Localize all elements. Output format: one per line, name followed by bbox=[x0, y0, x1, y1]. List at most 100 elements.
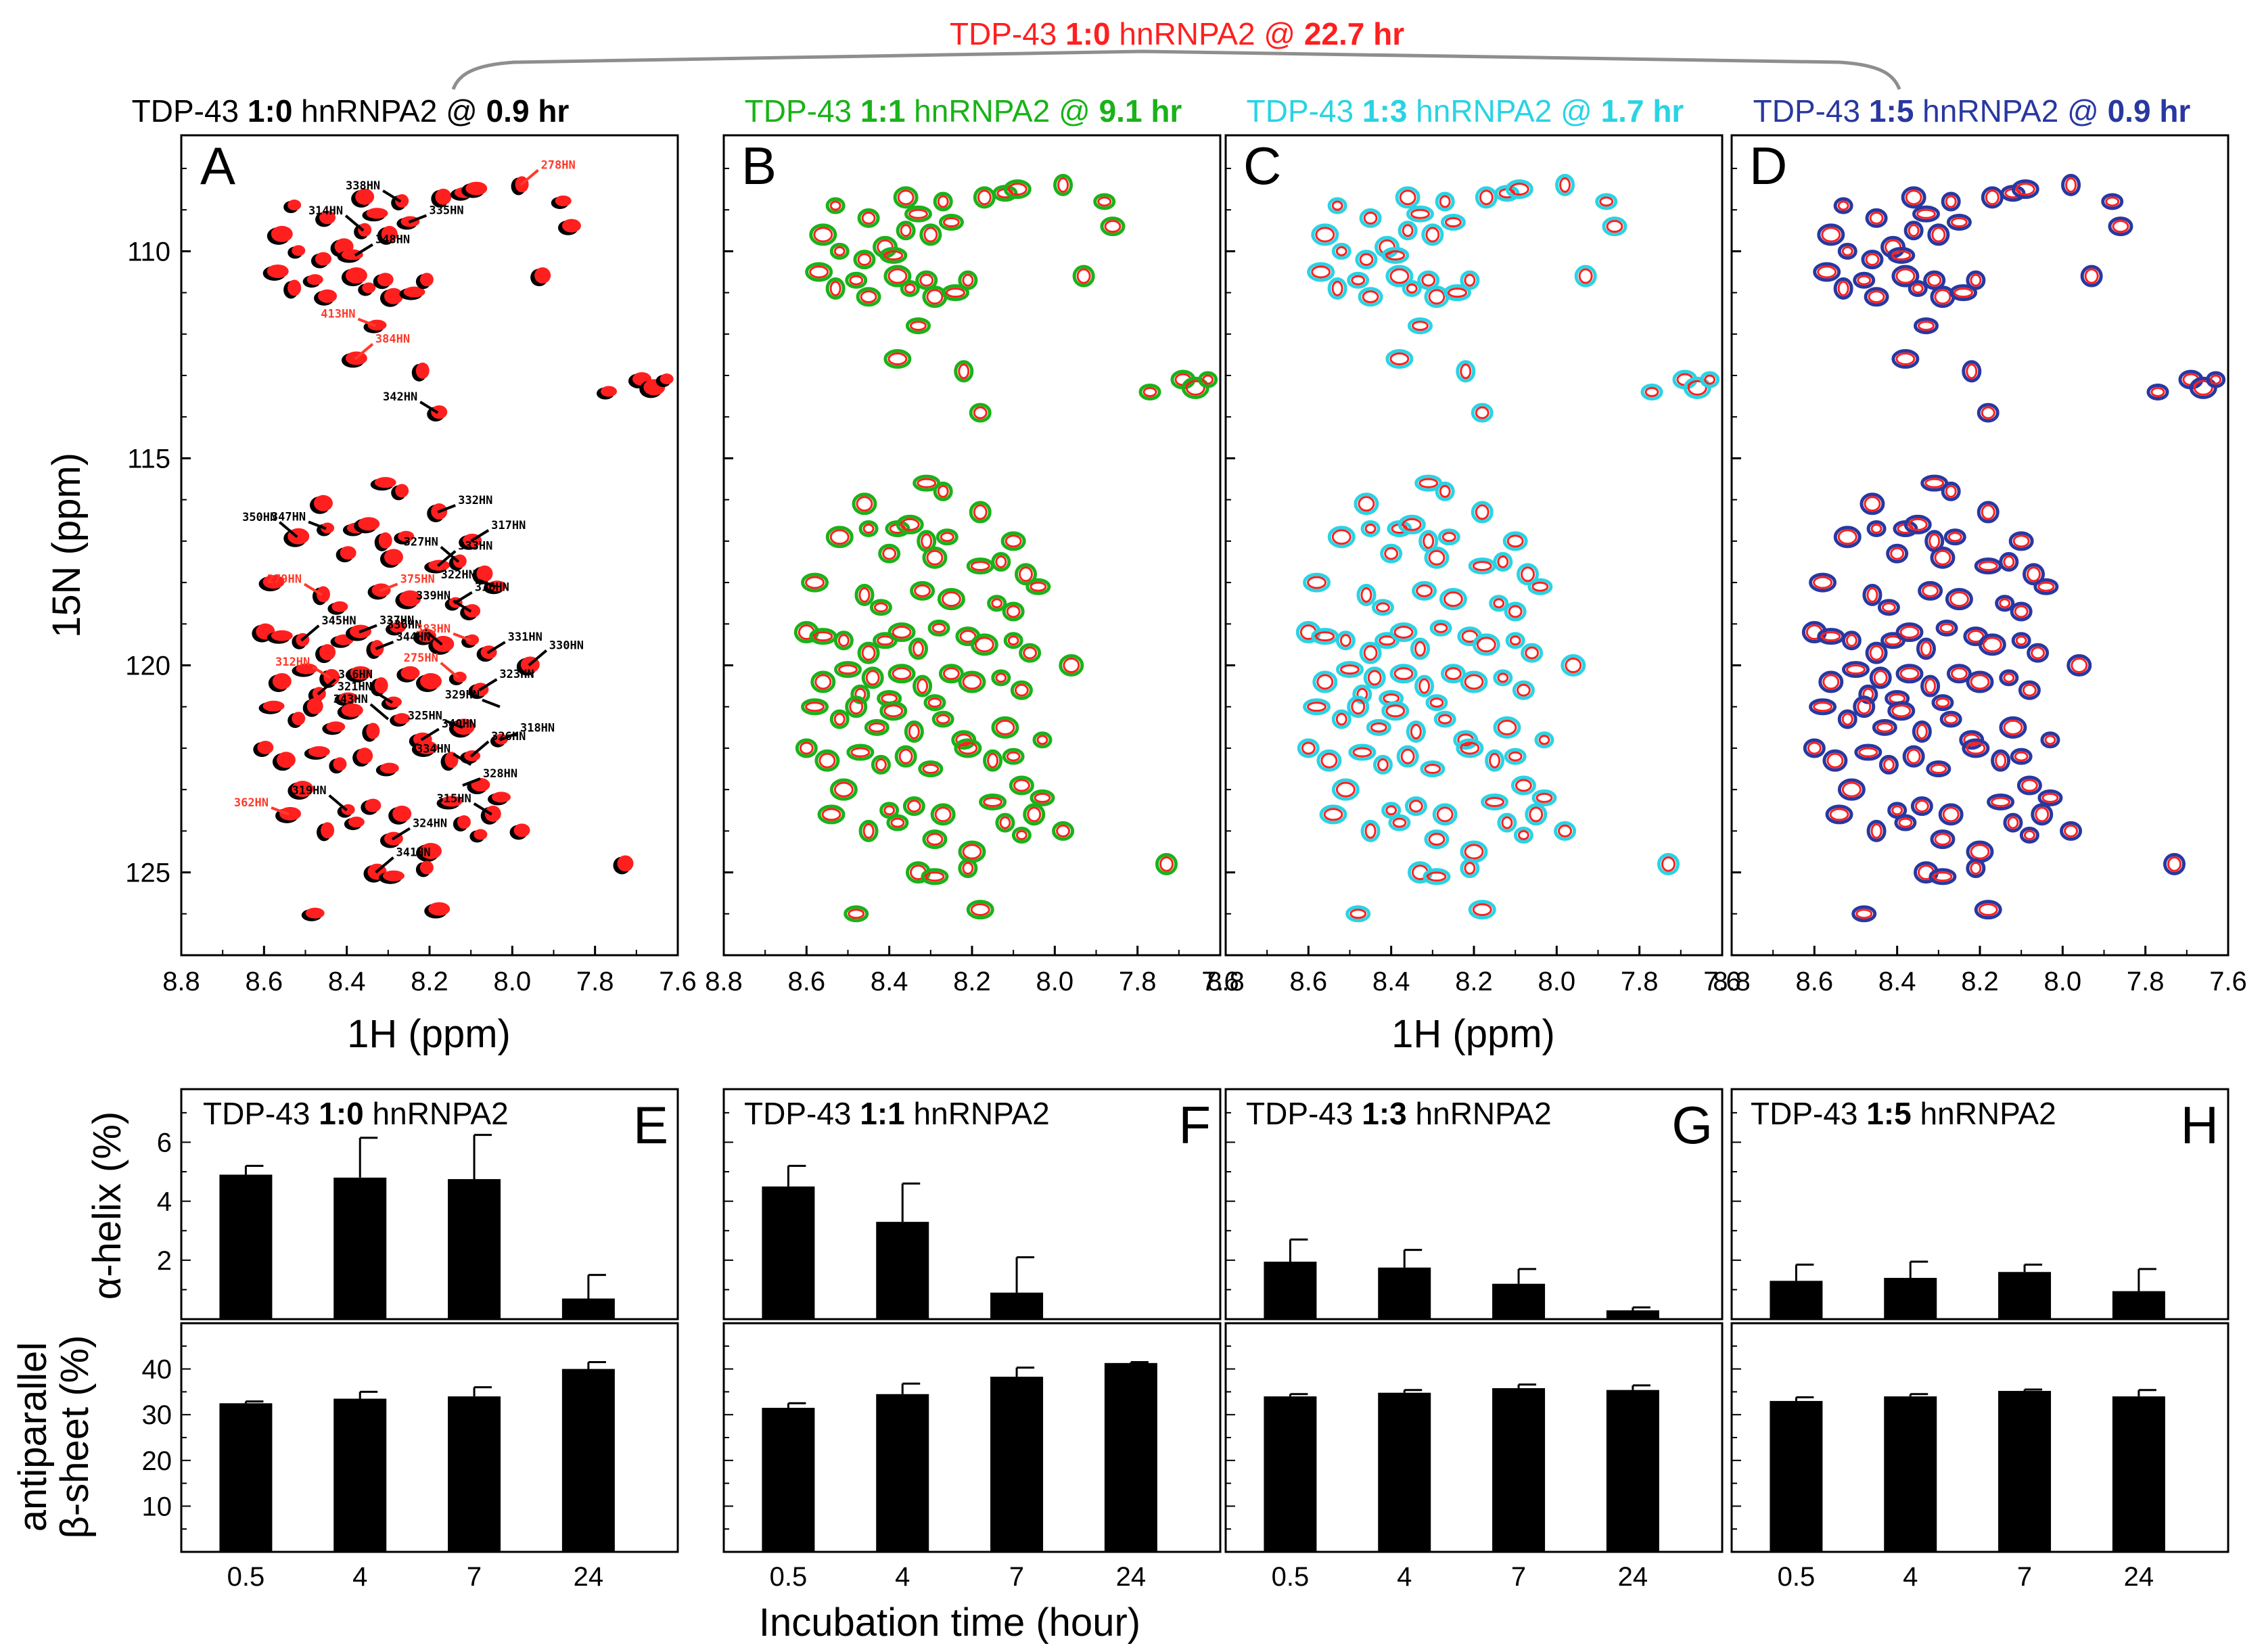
peak-contour bbox=[937, 588, 965, 611]
panel-e-title: TDP-43 1:0 hnRNPA2 bbox=[203, 1096, 509, 1131]
peak-contour bbox=[883, 265, 912, 288]
peak-contour bbox=[1424, 546, 1450, 569]
peak-contour bbox=[1437, 528, 1460, 546]
peak-contour bbox=[995, 812, 1015, 833]
reference-peak bbox=[1015, 829, 1027, 840]
reference-peak bbox=[1931, 227, 1946, 243]
category-label: 4 bbox=[1903, 1562, 1918, 1592]
peak-contour bbox=[1311, 223, 1339, 246]
x-tick-label: 8.4 bbox=[328, 967, 366, 996]
reference-peak bbox=[837, 634, 850, 647]
assignment-label: 317HN bbox=[491, 519, 526, 532]
reference-peak bbox=[1479, 189, 1494, 206]
helix-bar bbox=[561, 1298, 615, 1319]
peak-contour bbox=[933, 481, 953, 501]
sheet-tick-label: 40 bbox=[142, 1355, 172, 1385]
peak-contour bbox=[1003, 632, 1023, 649]
reference-peak bbox=[292, 781, 314, 798]
peak-contour bbox=[1895, 622, 1924, 643]
reference-peak bbox=[1905, 189, 1922, 206]
peak-contour bbox=[1388, 814, 1411, 831]
peak-contour bbox=[969, 501, 992, 524]
reference-peak bbox=[1970, 273, 1982, 287]
reference-peak bbox=[1855, 909, 1873, 919]
reference-peak bbox=[926, 549, 944, 566]
helix-bar bbox=[1492, 1283, 1546, 1319]
peak-contour bbox=[1510, 775, 1536, 796]
peak-contour bbox=[896, 514, 924, 534]
peak-contour bbox=[1404, 796, 1427, 817]
reference-peak bbox=[1408, 800, 1423, 813]
reference-peak bbox=[415, 362, 430, 379]
assignment-leader bbox=[437, 504, 456, 513]
reference-peak bbox=[306, 274, 323, 285]
reference-peak bbox=[1443, 591, 1463, 607]
reference-peak bbox=[922, 764, 940, 775]
category-label: 0.5 bbox=[1778, 1562, 1816, 1592]
peak-contour bbox=[938, 664, 964, 684]
peak-contour bbox=[1887, 247, 1916, 265]
peak-contour bbox=[930, 803, 956, 826]
assignment-leader bbox=[473, 802, 492, 816]
assignment-leader bbox=[373, 690, 393, 704]
reference-peak bbox=[2020, 779, 2038, 792]
reference-peak bbox=[1538, 735, 1550, 745]
peak-contour bbox=[1138, 384, 1161, 401]
x-tick-label: 8.6 bbox=[1796, 967, 1834, 996]
reference-peak bbox=[1991, 797, 2011, 808]
reference-peak bbox=[419, 861, 434, 875]
reference-peak bbox=[1316, 674, 1334, 690]
peak-contour bbox=[1485, 749, 1505, 772]
helix-frame-h bbox=[1730, 1088, 2230, 1321]
reference-peak bbox=[1331, 280, 1343, 296]
reference-peak bbox=[1924, 678, 1937, 694]
peak-contour bbox=[1440, 664, 1466, 684]
peak-contour bbox=[1916, 637, 1936, 660]
reference-peak bbox=[1410, 723, 1422, 739]
helix-tick-label: 2 bbox=[157, 1246, 172, 1276]
peak-contour bbox=[858, 819, 879, 842]
peak-contour bbox=[1489, 595, 1509, 612]
reference-peak bbox=[400, 666, 420, 680]
reference-peak bbox=[279, 806, 302, 821]
reference-peak bbox=[1363, 645, 1378, 661]
peak-contour bbox=[864, 718, 890, 736]
peak-contour bbox=[1456, 360, 1476, 383]
peak-contour bbox=[2023, 563, 2046, 586]
peak-contour bbox=[829, 242, 850, 260]
reference-peak bbox=[1057, 177, 1069, 193]
reference-peak bbox=[1947, 532, 1962, 543]
reference-peak bbox=[1954, 288, 1974, 298]
peak-contour bbox=[1941, 191, 1961, 212]
peak-contour bbox=[1331, 709, 1352, 729]
reference-peak bbox=[1924, 478, 1945, 488]
peak-contour bbox=[1640, 384, 1663, 401]
peak-contour bbox=[1327, 197, 1347, 214]
reference-peak bbox=[306, 697, 323, 714]
reference-peak bbox=[931, 622, 946, 633]
x-tick-label: 7.6 bbox=[2209, 967, 2247, 996]
reference-peak bbox=[1829, 808, 1849, 821]
reference-peak bbox=[1945, 195, 1957, 208]
reference-peak bbox=[487, 580, 507, 592]
reference-peak bbox=[2027, 566, 2041, 582]
peak-contour bbox=[1432, 803, 1458, 826]
x-tick-label: 8.8 bbox=[705, 967, 743, 996]
assignment-label: 279HN bbox=[267, 572, 302, 586]
assignment-label: 340HN bbox=[442, 718, 476, 731]
reference-peak bbox=[390, 622, 407, 633]
reference-peak bbox=[1934, 549, 1951, 566]
reference-peak bbox=[940, 532, 954, 543]
reference-peak bbox=[1385, 805, 1397, 816]
peak-contour bbox=[1407, 317, 1433, 335]
peak-contour bbox=[795, 738, 818, 758]
nmr-panel-b: 8.8 8.6 8.4 8.2 8.0 7.8 7.6 bbox=[705, 134, 1239, 996]
peak-contour bbox=[2031, 803, 2054, 826]
peak-contour bbox=[1397, 514, 1426, 534]
peak-contour bbox=[2011, 179, 2039, 200]
reference-peak bbox=[2041, 792, 2059, 803]
reference-peak bbox=[398, 530, 415, 542]
reference-peak bbox=[399, 590, 421, 607]
peak-contour bbox=[973, 186, 996, 209]
assignment-label: 337HN bbox=[379, 614, 414, 628]
